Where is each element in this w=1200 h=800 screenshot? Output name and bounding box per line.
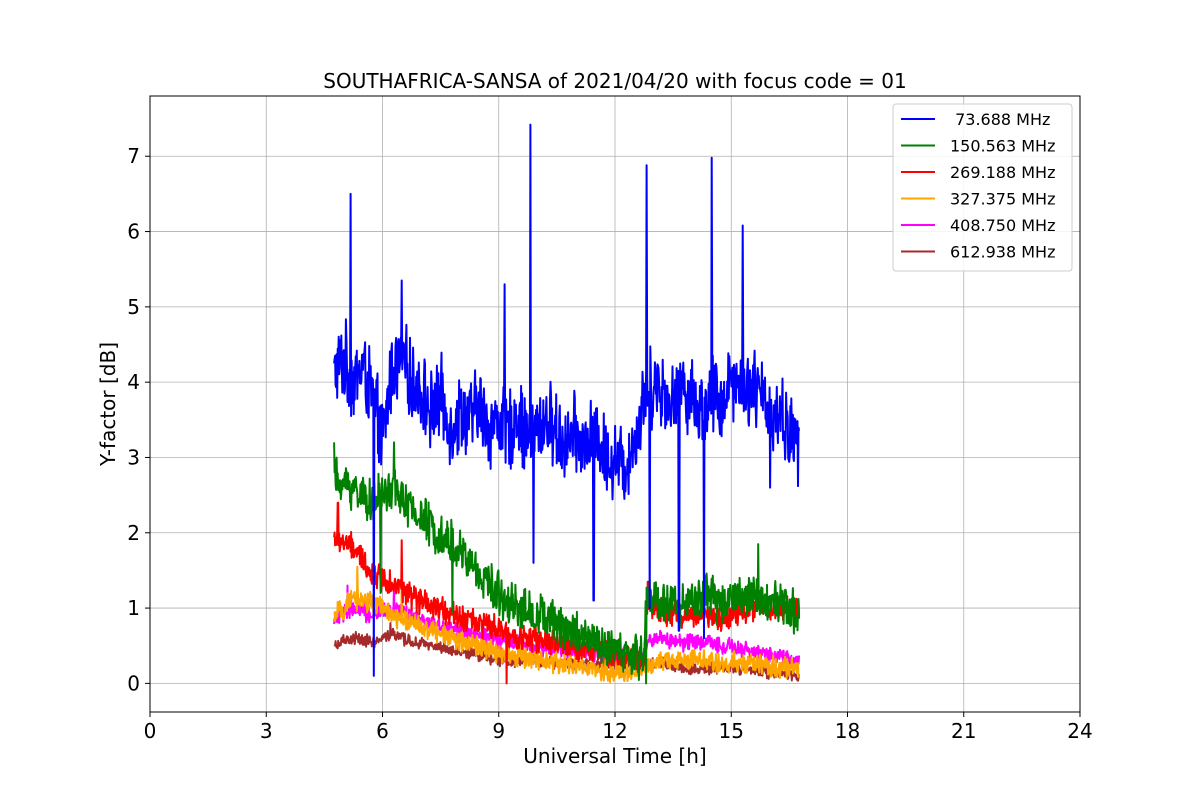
x-tick-label: 15 (719, 719, 744, 743)
chart-title: SOUTHAFRICA-SANSA of 2021/04/20 with foc… (323, 69, 907, 93)
x-tick-label: 18 (835, 719, 860, 743)
legend-label: 150.563 MHz (950, 137, 1055, 156)
y-tick-label: 3 (127, 445, 140, 469)
legend-label: 612.938 MHz (950, 243, 1055, 262)
legend-box (892, 103, 1073, 272)
x-tick-label: 9 (492, 719, 505, 743)
y-tick-label: 6 (127, 220, 140, 244)
y-tick-label: 1 (127, 596, 140, 620)
series-line (333, 622, 801, 682)
legend-label: 73.688 MHz (950, 110, 1050, 129)
series-line (333, 123, 801, 677)
x-tick-label: 12 (602, 719, 627, 743)
x-tick-label: 6 (376, 719, 389, 743)
series-line (333, 565, 800, 684)
x-tick-label: 21 (951, 719, 976, 743)
series-line (333, 441, 801, 685)
legend-label: 269.188 MHz (950, 163, 1055, 182)
x-tick-label: 3 (260, 719, 273, 743)
legend-label: 408.750 MHz (950, 216, 1055, 235)
y-tick-label: 5 (127, 295, 140, 319)
series-line (333, 501, 801, 685)
legend: 73.688 MHz 150.563 MHz 269.188 MHz 327.375 … (892, 103, 1073, 272)
y-axis-label: Y-factor [dB] (96, 342, 120, 467)
y-tick-label: 0 (127, 671, 140, 695)
y-tick-label: 7 (127, 144, 140, 168)
legend-label: 327.375 MHz (950, 190, 1055, 209)
y-tick-label: 4 (127, 370, 140, 394)
y-tick-label: 2 (127, 521, 140, 545)
x-tick-label: 24 (1067, 719, 1092, 743)
series-layer (333, 123, 801, 685)
x-tick-label: 0 (144, 719, 157, 743)
x-axis-label: Universal Time [h] (523, 744, 706, 768)
